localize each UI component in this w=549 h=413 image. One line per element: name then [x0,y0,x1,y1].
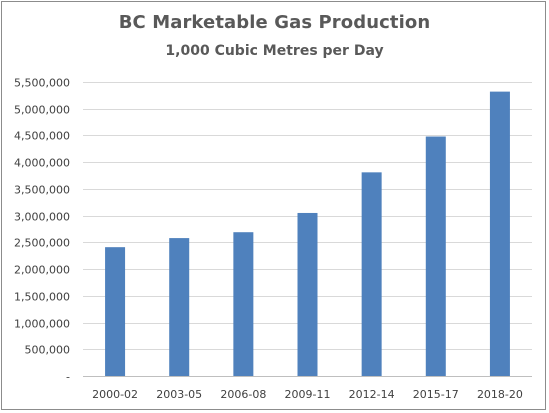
y-tick-label: 3,500,000 [14,184,70,197]
y-tick-label: 1,000,000 [14,318,70,331]
x-tick-label: 2006-08 [220,388,266,401]
y-tick-label: 2,500,000 [14,237,70,250]
y-tick-label: 2,000,000 [14,264,70,277]
x-tick-label: 2015-17 [413,388,459,401]
bar [425,136,446,376]
y-tick-label: - [66,371,70,384]
y-tick-label: 5,500,000 [14,77,70,90]
x-tick-label: 2012-14 [349,388,395,401]
y-tick-label: 4,000,000 [14,157,70,170]
bar [297,212,318,376]
x-tick-label: 2009-11 [285,388,331,401]
bars [105,91,510,376]
x-tick-label: 2018-20 [477,388,523,401]
bar [233,232,254,376]
y-tick-label: 4,500,000 [14,130,70,143]
y-tick-label: 1,500,000 [14,291,70,304]
x-tick-label: 2000-02 [92,388,138,401]
bar [105,247,126,376]
bar [169,238,190,376]
y-tick-label: 500,000 [25,344,71,357]
chart-subtitle: 1,000 Cubic Metres per Day [165,43,384,59]
bar [489,91,510,376]
x-tick-label: 2003-05 [156,388,202,401]
y-tick-label: 3,000,000 [14,211,70,224]
x-axis-tick-labels: 2000-02 2003-05 2006-08 2009-11 2012-14 2015-… [92,388,523,401]
bar [361,172,382,376]
y-axis-tick-labels: - 500,000 1,000,000 1,500,000 2,000,000 2,500… [14,77,70,384]
chart-title: BC Marketable Gas Production [118,12,431,33]
y-tick-label: 5,000,000 [14,104,70,117]
